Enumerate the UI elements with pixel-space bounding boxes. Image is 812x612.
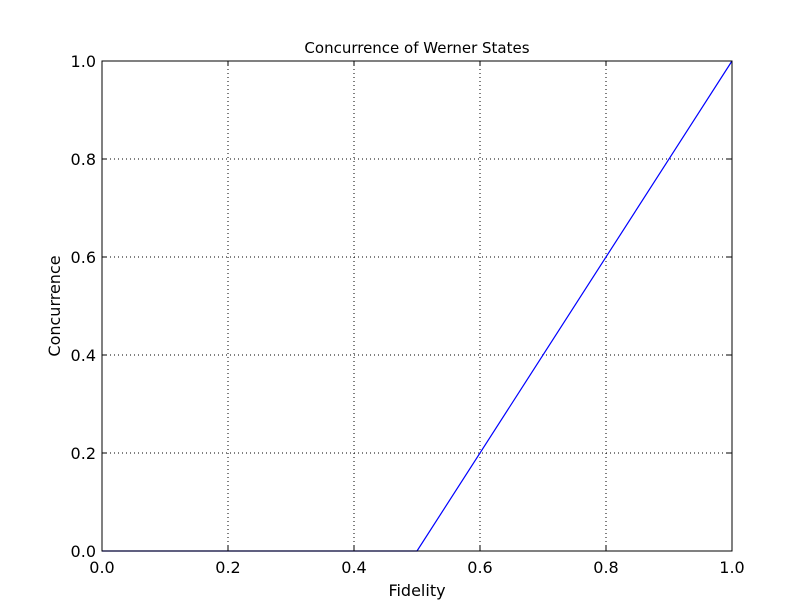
grid <box>102 61 732 551</box>
x-tick-label: 0.0 <box>89 558 114 577</box>
y-tick-label: 0.4 <box>71 346 96 365</box>
y-axis-label: Concurrence <box>45 255 64 356</box>
y-tick-label: 0.6 <box>71 248 96 267</box>
y-tick-label: 1.0 <box>71 52 96 71</box>
x-tick-label: 0.2 <box>215 558 240 577</box>
y-tick-label: 0.0 <box>71 542 96 561</box>
x-axis-label: Fidelity <box>388 581 445 600</box>
x-tick-label: 1.0 <box>719 558 744 577</box>
x-tick-label: 0.4 <box>341 558 366 577</box>
x-tick-label: 0.6 <box>467 558 492 577</box>
plot-frame <box>101 60 733 552</box>
ticks: 0.0 0.2 0.4 0.6 0.8 1.0 0.0 0.2 0.4 0.6 0.8 1.0 <box>71 52 745 577</box>
x-tick-label: 0.8 <box>593 558 618 577</box>
chart-title: Concurrence of Werner States <box>304 39 529 57</box>
y-tick-label: 0.8 <box>71 150 96 169</box>
y-tick-label: 0.2 <box>71 444 96 463</box>
